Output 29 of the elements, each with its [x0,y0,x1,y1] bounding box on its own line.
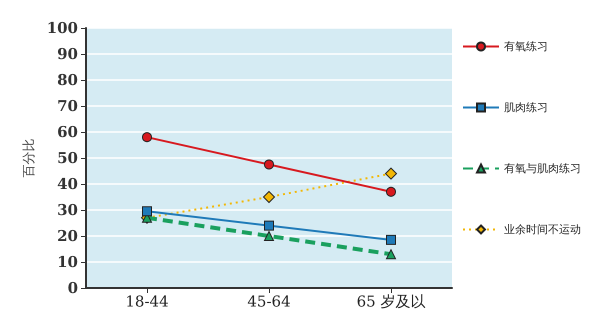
point [142,206,152,216]
point [263,191,275,203]
point [386,249,396,260]
y-tick-label: 90 [57,45,78,63]
y-tick-label: 20 [57,227,78,245]
y-tick-label: 30 [57,201,78,219]
y-tick-label: 10 [57,253,78,271]
legend-label: 有氧练习 [504,40,548,53]
y-tick-label: 100 [46,19,78,37]
point [264,160,274,170]
y-tick-label: 40 [57,175,78,193]
y-tick-label: 60 [57,123,78,141]
point [264,220,274,231]
x-tick-label: 45-64 [247,292,291,310]
y-tick-label: 0 [68,279,78,297]
legend-label: 肌肉练习 [504,101,548,114]
legend-label: 业余时间不运动 [504,223,581,236]
point [142,132,152,142]
point [386,234,396,245]
legend-label: 有氧与肌肉练习 [504,162,581,175]
y-tick-label: 70 [57,97,78,115]
y-tick-label: 80 [57,71,78,89]
point [386,186,396,197]
point [264,231,274,241]
x-tick-label: 18-44 [125,292,169,310]
y-axis-title: 百分比 [22,138,37,178]
x-tick-label: 65 岁及以 [356,292,426,310]
point [385,168,397,180]
y-tick-label: 50 [57,149,78,167]
